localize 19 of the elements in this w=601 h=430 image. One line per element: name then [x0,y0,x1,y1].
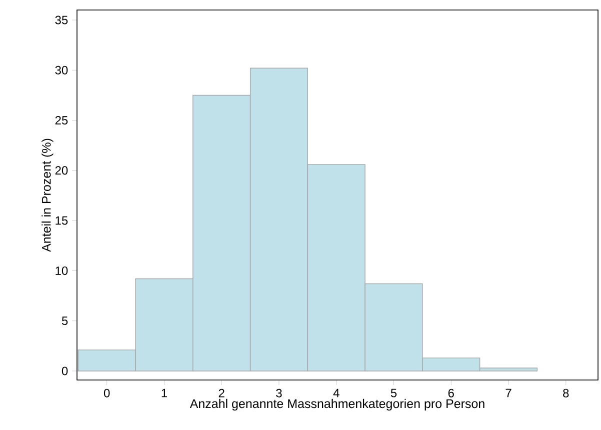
x-tick-label: 7 [506,388,512,398]
x-tick-label: 0 [104,388,110,398]
x-tick-label: 2 [218,388,224,398]
x-tick-label: 5 [390,388,397,398]
x-tick-label: 3 [276,388,282,398]
x-tick-label: 6 [448,388,454,398]
y-tick-label: 15 [56,216,68,225]
y-tick-label: 0 [62,366,68,376]
x-tick-label: 1 [162,388,167,398]
y-tick-label: 30 [55,66,68,74]
y-tick-label: 10 [56,266,68,275]
y-tick-label: 20 [55,166,68,175]
x-tick-label: 8 [563,388,569,398]
y-tick-label: 25 [55,116,68,125]
x-tick-label: 4 [333,388,340,398]
y-axis-title: Anteil in Prozent (%) [42,138,54,252]
y-tick-label: 35 [55,16,68,24]
y-tick-label: 5 [62,316,68,326]
x-axis-title: Anzahl genannte Massnahmenkategorien pro Person [190,398,484,411]
